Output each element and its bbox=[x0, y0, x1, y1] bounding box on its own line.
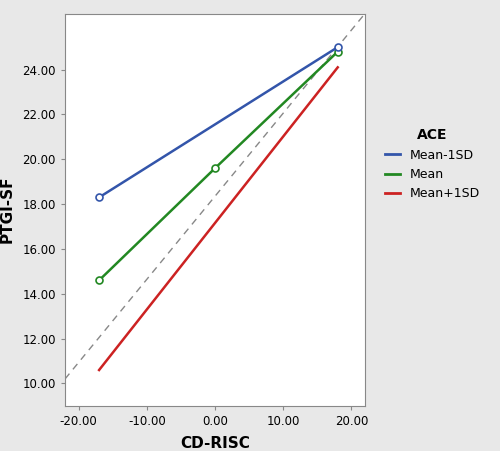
Legend: Mean-1SD, Mean, Mean+1SD: Mean-1SD, Mean, Mean+1SD bbox=[380, 124, 485, 205]
X-axis label: CD-RISC: CD-RISC bbox=[180, 436, 250, 451]
Y-axis label: PTGI-SF: PTGI-SF bbox=[0, 176, 14, 244]
